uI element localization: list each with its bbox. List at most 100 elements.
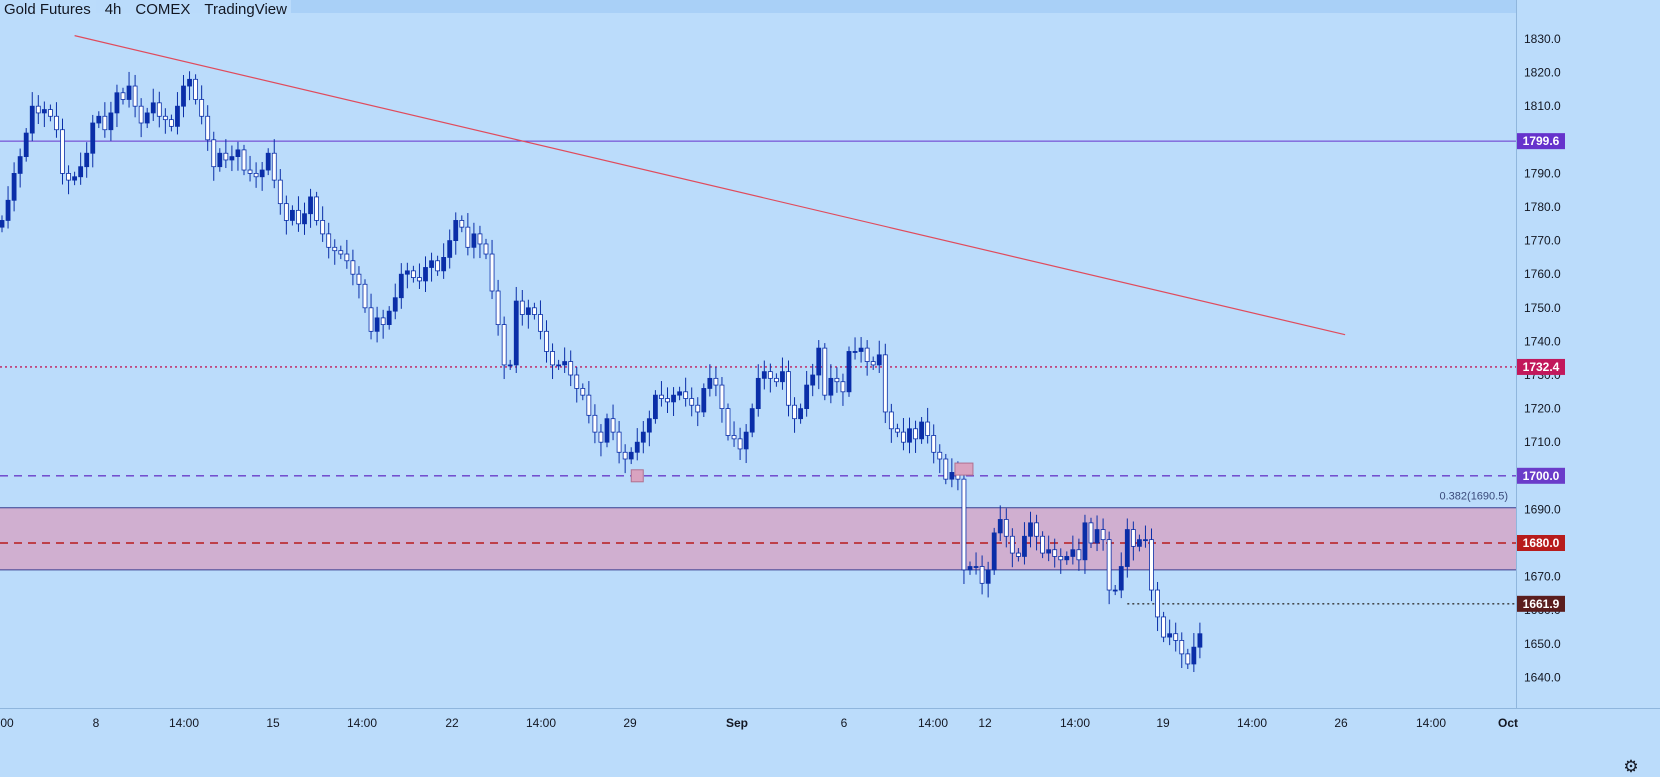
candle[interactable] [126, 71, 132, 108]
candle[interactable] [574, 366, 580, 403]
candle[interactable] [882, 343, 888, 424]
candle[interactable] [640, 421, 646, 454]
candle[interactable] [870, 356, 876, 370]
candle[interactable] [84, 142, 90, 178]
candle[interactable] [223, 139, 229, 169]
candle[interactable] [780, 357, 785, 390]
candle[interactable] [1118, 552, 1124, 599]
candle[interactable] [302, 202, 307, 235]
candle[interactable] [1064, 551, 1070, 565]
candle[interactable] [925, 407, 931, 444]
candle[interactable] [447, 229, 453, 269]
candle[interactable] [1028, 511, 1033, 548]
candle[interactable] [586, 381, 592, 424]
candle[interactable] [423, 256, 428, 293]
candle[interactable] [931, 424, 937, 464]
candle[interactable] [967, 561, 973, 575]
candle[interactable] [973, 552, 979, 575]
candle[interactable] [1106, 531, 1112, 605]
candle[interactable] [404, 262, 410, 289]
candle[interactable] [653, 390, 658, 424]
candle[interactable] [1179, 632, 1185, 668]
candle[interactable] [1003, 508, 1009, 548]
candle[interactable] [701, 383, 707, 417]
candle[interactable] [519, 289, 525, 326]
candle[interactable] [235, 141, 241, 171]
candle[interactable] [695, 397, 701, 427]
candle[interactable] [616, 421, 622, 464]
candle[interactable] [792, 397, 797, 433]
candle[interactable] [507, 359, 513, 370]
candle[interactable] [374, 306, 380, 343]
candle[interactable] [719, 377, 725, 423]
candle[interactable] [659, 381, 664, 407]
candle[interactable] [610, 404, 616, 441]
candle[interactable] [175, 92, 180, 135]
candle[interactable] [23, 128, 29, 162]
candle[interactable] [725, 403, 731, 441]
candle[interactable] [114, 84, 120, 128]
candle[interactable] [35, 95, 41, 125]
candle[interactable] [568, 350, 574, 387]
candle[interactable] [338, 245, 344, 260]
candle[interactable] [525, 299, 531, 329]
candle[interactable] [755, 364, 761, 417]
candle[interactable] [1070, 535, 1076, 565]
candle[interactable] [979, 555, 985, 595]
candle[interactable] [949, 458, 955, 488]
candle[interactable] [326, 222, 332, 259]
candle[interactable] [532, 302, 537, 320]
candle[interactable] [96, 111, 102, 129]
candle[interactable] [1100, 518, 1106, 551]
candle[interactable] [731, 421, 737, 447]
candle[interactable] [11, 162, 17, 212]
candle[interactable] [356, 266, 362, 299]
candle[interactable] [150, 88, 156, 121]
interval-label[interactable]: 4h [104, 0, 122, 18]
candle[interactable] [1076, 538, 1082, 571]
candle[interactable] [386, 306, 392, 330]
candle[interactable] [102, 102, 108, 138]
candle[interactable] [991, 527, 997, 575]
candle[interactable] [538, 300, 543, 340]
candle[interactable] [1009, 528, 1015, 568]
candle[interactable] [786, 360, 791, 417]
candle[interactable] [162, 108, 168, 134]
candle[interactable] [840, 373, 846, 406]
candle[interactable] [895, 423, 900, 438]
candle[interactable] [417, 263, 422, 289]
candle[interactable] [1124, 518, 1130, 578]
candle[interactable] [876, 340, 882, 373]
candle[interactable] [822, 343, 828, 401]
candle[interactable] [392, 283, 398, 320]
candle[interactable] [677, 386, 682, 401]
candle[interactable] [483, 238, 489, 260]
candle[interactable] [459, 215, 465, 233]
candle[interactable] [265, 148, 271, 176]
candle[interactable] [767, 363, 773, 393]
trendline[interactable] [74, 35, 1346, 336]
candle[interactable] [901, 418, 906, 451]
candle[interactable] [1112, 585, 1118, 596]
candle[interactable] [168, 114, 174, 132]
candle[interactable] [907, 417, 912, 454]
candle[interactable] [713, 367, 719, 397]
candle[interactable] [622, 444, 628, 474]
candle[interactable] [41, 101, 47, 128]
candle[interactable] [913, 420, 918, 453]
candle[interactable] [54, 102, 59, 138]
candle[interactable] [435, 255, 441, 276]
candle[interactable] [1088, 517, 1094, 549]
candle[interactable] [199, 85, 205, 125]
candle[interactable] [858, 337, 864, 363]
candle[interactable] [1040, 531, 1045, 559]
candle[interactable] [846, 346, 852, 397]
candle[interactable] [344, 239, 350, 269]
candle[interactable] [495, 279, 501, 336]
symbol-name[interactable]: Gold Futures [4, 0, 91, 18]
candle[interactable] [634, 428, 640, 461]
plot-area[interactable] [0, 0, 1516, 708]
candle[interactable] [78, 152, 84, 185]
candle[interactable] [774, 373, 779, 387]
